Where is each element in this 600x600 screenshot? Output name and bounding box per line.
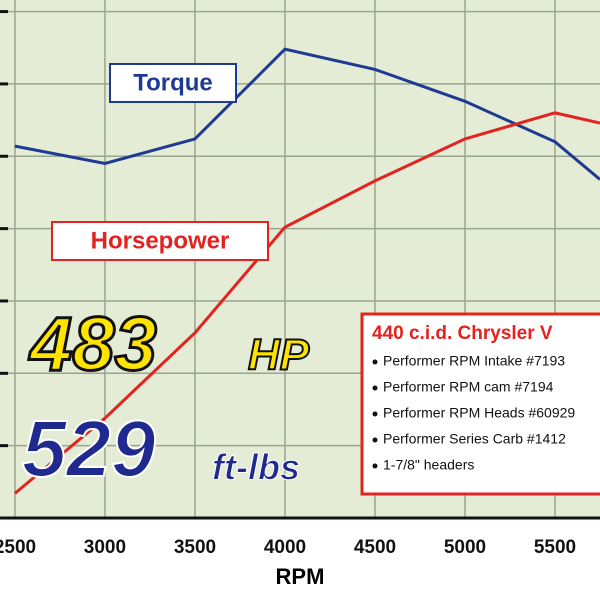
x-tick-label: 4000: [264, 537, 306, 558]
x-tick-label: 4500: [354, 537, 396, 558]
x-tick-label: 5500: [534, 537, 576, 558]
bullet: [372, 411, 378, 417]
bullet: [372, 385, 378, 391]
hp-headline: 483: [28, 302, 157, 387]
x-tick-label: 2500: [0, 537, 36, 558]
hp-unit: HP: [248, 331, 310, 380]
bullet: [372, 463, 378, 469]
spec-item: Performer RPM Intake #7193: [383, 353, 565, 369]
series-line: [14, 47, 600, 181]
torque-label-box: [109, 63, 237, 103]
spec-title: 440 c.i.d. Chrysler V: [372, 323, 553, 344]
x-axis-label: RPM: [276, 564, 325, 589]
torque-headline: 529: [22, 404, 156, 493]
x-tick-label: 3500: [174, 537, 216, 558]
x-tick-label: 3000: [84, 537, 126, 558]
bullet: [372, 359, 378, 365]
x-tick-label: 5000: [444, 537, 486, 558]
spec-item: Performer Series Carb #1412: [383, 431, 566, 447]
torque-unit: ft-lbs: [212, 447, 300, 488]
spec-item: 1-7/8" headers: [383, 457, 474, 473]
series-line: [13, 111, 600, 495]
hp-label-box: [51, 221, 269, 261]
spec-item: Performer RPM Heads #60929: [383, 405, 575, 421]
spec-box: [360, 312, 600, 496]
bullet: [372, 437, 378, 443]
hp-legend: Horsepower: [91, 227, 230, 254]
spec-item: Performer RPM cam #7194: [383, 379, 554, 395]
torque-legend: Torque: [133, 69, 213, 96]
